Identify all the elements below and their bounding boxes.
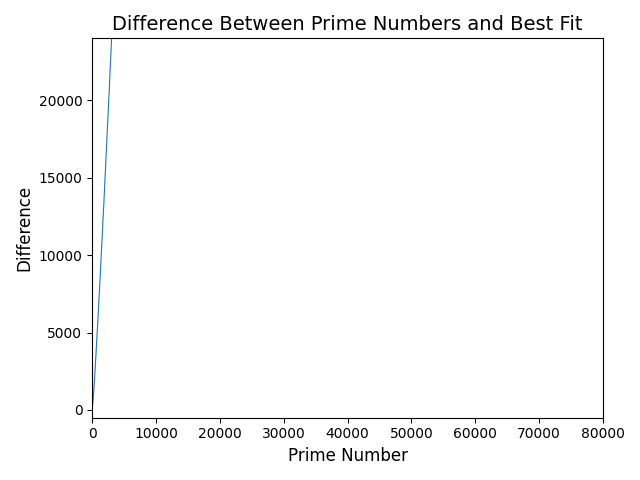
X-axis label: Prime Number: Prime Number <box>287 447 408 465</box>
Y-axis label: Difference: Difference <box>15 185 33 271</box>
Title: Difference Between Prime Numbers and Best Fit: Difference Between Prime Numbers and Bes… <box>113 15 583 34</box>
